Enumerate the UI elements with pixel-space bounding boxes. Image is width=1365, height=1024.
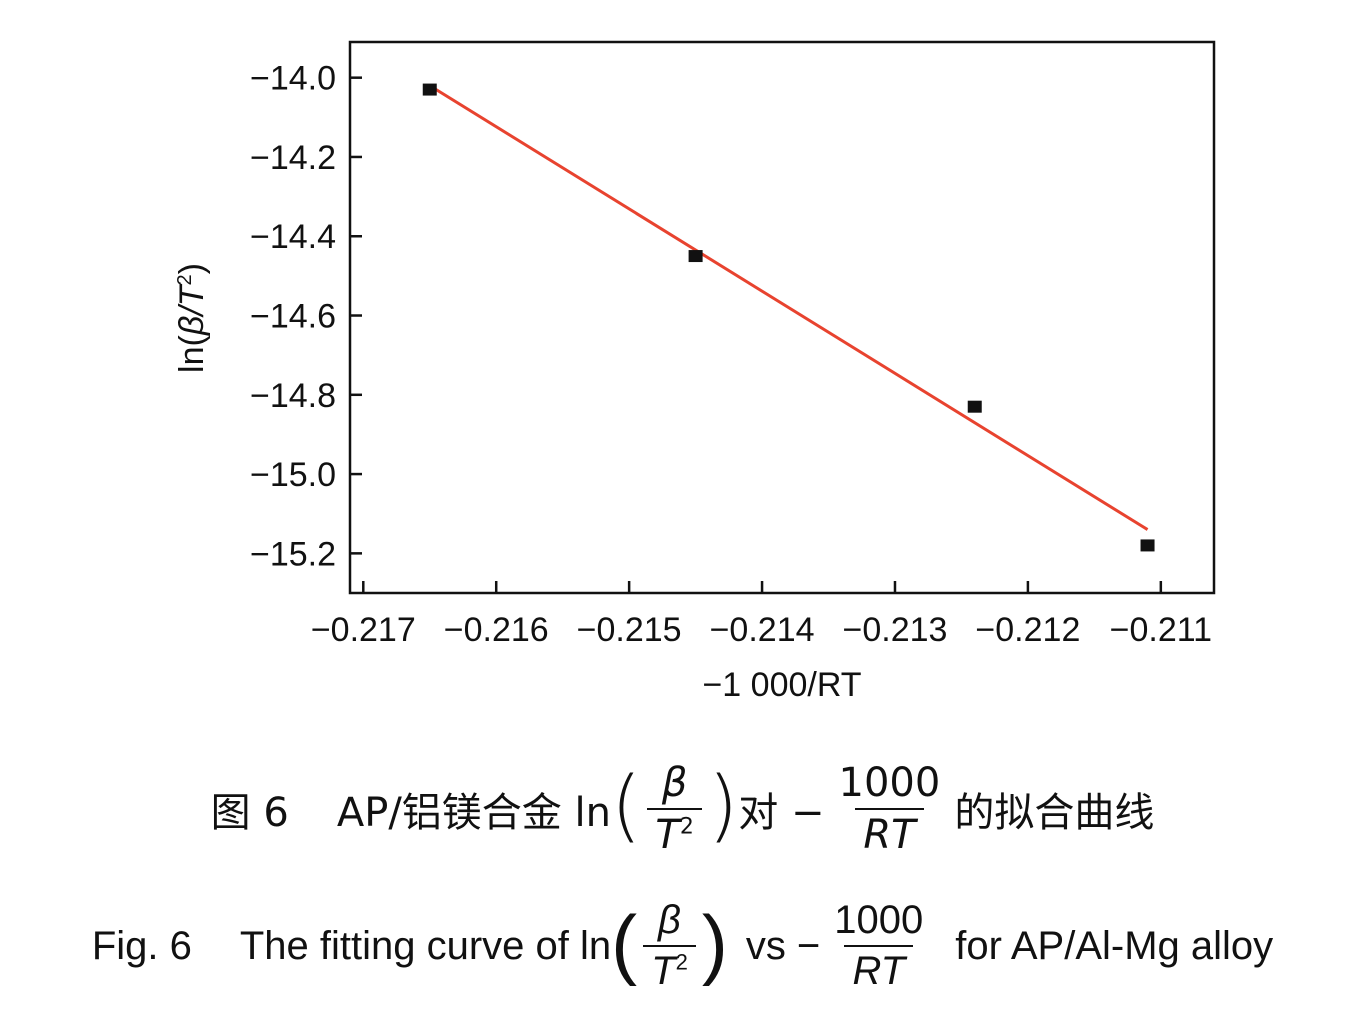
y-tick-label: −14.4: [250, 218, 336, 256]
x-tick-label: −0.212: [975, 611, 1080, 649]
caption-cn-fraction-rt: 1000 RT: [838, 760, 941, 858]
caption-cn-label: 图 6: [210, 790, 289, 836]
caption-cn-suffix: 的拟合曲线: [954, 790, 1155, 836]
caption-cn-prefix: AP/铝镁合金 ln: [336, 790, 611, 836]
data-point: [967, 400, 982, 413]
x-axis-title: −1 000/RT: [702, 666, 861, 704]
chart: −0.217 −0.216 −0.215 −0.214 −0.213 −0.212 −0.2…: [173, 40, 1216, 704]
y-tick-label: −14.8: [250, 377, 336, 415]
data-point: [422, 83, 437, 96]
axis-ticks: −0.217 −0.216 −0.215 −0.214 −0.213 −0.212 −0.2…: [250, 60, 1212, 649]
caption-english: Fig. 6 The fitting curve of ln ( β T2 ) …: [91, 898, 1274, 994]
caption-en-fraction-rt: 1000 RT: [834, 898, 924, 993]
caption-cn-fraction-beta: β T2: [647, 760, 702, 858]
y-tick-label: −15.2: [250, 535, 336, 573]
x-tick-label: −0.211: [1110, 611, 1212, 649]
data-point: [1140, 539, 1155, 552]
caption-en-fraction-beta: β T2: [643, 898, 696, 994]
caption-en-prefix: The fitting curve of ln: [239, 923, 612, 968]
y-tick-label: −14.6: [250, 298, 336, 336]
fit-line: [428, 84, 1149, 531]
caption-cn-middle: 对 −: [738, 790, 825, 836]
caption-en-label: Fig. 6: [91, 923, 192, 968]
data-point: [688, 250, 703, 263]
caption-en-middle: vs −: [745, 923, 821, 968]
y-tick-label: −15.0: [250, 456, 336, 494]
x-tick-label: −0.213: [843, 611, 948, 649]
y-axis-title: ln(β/T2): [173, 263, 211, 373]
x-tick-label: −0.217: [311, 611, 416, 649]
x-tick-label: −0.215: [577, 611, 682, 649]
caption-chinese: 图 6 AP/铝镁合金 ln ( β T2 ) 对 − 1000 RT 的拟合曲…: [210, 760, 1155, 858]
y-tick-label: −14.2: [250, 139, 336, 177]
y-tick-label: −14.0: [250, 60, 336, 98]
x-tick-label: −0.214: [710, 611, 815, 649]
plot-frame: [348, 40, 1216, 595]
data-marks: [422, 83, 1155, 552]
caption-en-suffix: for AP/Al-Mg alloy: [955, 923, 1274, 968]
x-tick-label: −0.216: [444, 611, 549, 649]
